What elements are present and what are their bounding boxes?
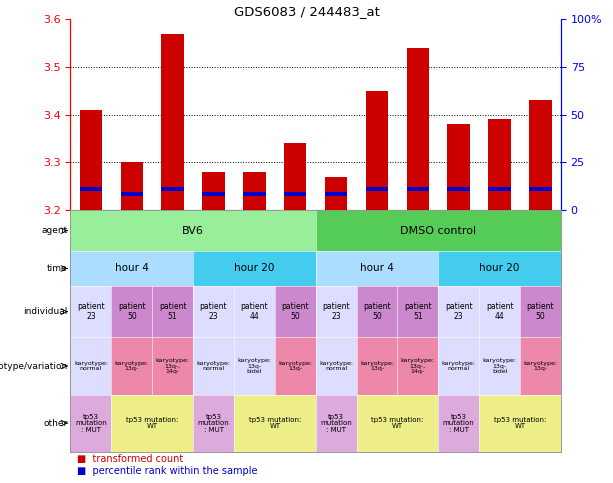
Text: tp53
mutation
: MUT: tp53 mutation : MUT xyxy=(197,413,229,433)
Text: DMSO control: DMSO control xyxy=(400,226,476,236)
Bar xyxy=(161,34,184,210)
Bar xyxy=(80,110,102,210)
Text: karyotype:
13q-: karyotype: 13q- xyxy=(278,361,312,371)
Text: patient
23: patient 23 xyxy=(77,302,105,321)
Bar xyxy=(243,192,265,196)
Bar xyxy=(366,91,388,210)
Bar xyxy=(243,172,265,210)
Text: patient
23: patient 23 xyxy=(200,302,227,321)
Text: karyotype:
normal: karyotype: normal xyxy=(197,361,230,371)
Bar xyxy=(80,187,102,191)
Bar xyxy=(121,162,143,210)
Text: tp53
mutation
: MUT: tp53 mutation : MUT xyxy=(443,413,474,433)
Text: karyotype:
normal: karyotype: normal xyxy=(319,361,353,371)
Text: patient
51: patient 51 xyxy=(159,302,186,321)
Text: karyotype:
13q-,
14q-: karyotype: 13q-, 14q- xyxy=(401,358,435,374)
Text: hour 4: hour 4 xyxy=(115,264,149,273)
Text: karyotype:
13q-: karyotype: 13q- xyxy=(115,361,149,371)
Bar xyxy=(447,124,470,210)
Text: tp53 mutation:
WT: tp53 mutation: WT xyxy=(249,417,301,429)
Text: patient
44: patient 44 xyxy=(240,302,268,321)
Text: tp53
mutation
: MUT: tp53 mutation : MUT xyxy=(320,413,352,433)
Bar xyxy=(325,192,348,196)
Bar xyxy=(529,100,552,210)
Text: ■  transformed count: ■ transformed count xyxy=(77,454,183,464)
Text: patient
50: patient 50 xyxy=(527,302,554,321)
Text: agent: agent xyxy=(41,226,67,235)
Text: ■  percentile rank within the sample: ■ percentile rank within the sample xyxy=(77,466,257,476)
Text: hour 20: hour 20 xyxy=(479,264,520,273)
Text: individual: individual xyxy=(23,307,67,316)
Text: karyotype:
13q-: karyotype: 13q- xyxy=(360,361,394,371)
Text: time: time xyxy=(47,264,67,273)
Bar xyxy=(325,177,348,210)
Text: BV6: BV6 xyxy=(182,226,204,236)
Bar xyxy=(284,143,306,210)
Bar xyxy=(161,187,184,191)
Text: patient
50: patient 50 xyxy=(363,302,391,321)
Bar xyxy=(202,192,225,196)
Text: karyotype:
13q-
bidel: karyotype: 13q- bidel xyxy=(482,358,517,374)
Bar xyxy=(366,187,388,191)
Text: hour 20: hour 20 xyxy=(234,264,275,273)
Bar xyxy=(406,187,429,191)
Bar xyxy=(406,48,429,210)
Bar xyxy=(489,187,511,191)
Text: karyotype:
13q-: karyotype: 13q- xyxy=(524,361,557,371)
Bar xyxy=(284,192,306,196)
Text: tp53
mutation
: MUT: tp53 mutation : MUT xyxy=(75,413,107,433)
Bar xyxy=(529,187,552,191)
Text: GDS6083 / 244483_at: GDS6083 / 244483_at xyxy=(234,5,379,18)
Text: patient
51: patient 51 xyxy=(404,302,432,321)
Text: patient
23: patient 23 xyxy=(445,302,473,321)
Bar xyxy=(202,172,225,210)
Text: tp53 mutation:
WT: tp53 mutation: WT xyxy=(494,417,546,429)
Text: patient
50: patient 50 xyxy=(281,302,309,321)
Text: tp53 mutation:
WT: tp53 mutation: WT xyxy=(371,417,424,429)
Bar xyxy=(121,192,143,196)
Text: patient
23: patient 23 xyxy=(322,302,350,321)
Bar xyxy=(447,187,470,191)
Text: karyotype:
normal: karyotype: normal xyxy=(74,361,108,371)
Text: karyotype:
13q-,
14q-: karyotype: 13q-, 14q- xyxy=(156,358,189,374)
Text: genotype/variation: genotype/variation xyxy=(0,361,67,370)
Text: karyotype:
13q-
bidel: karyotype: 13q- bidel xyxy=(237,358,272,374)
Text: patient
44: patient 44 xyxy=(485,302,514,321)
Bar xyxy=(489,119,511,210)
Text: karyotype:
normal: karyotype: normal xyxy=(442,361,476,371)
Text: other: other xyxy=(43,419,67,427)
Text: patient
50: patient 50 xyxy=(118,302,146,321)
Text: hour 4: hour 4 xyxy=(360,264,394,273)
Text: tp53 mutation:
WT: tp53 mutation: WT xyxy=(126,417,178,429)
